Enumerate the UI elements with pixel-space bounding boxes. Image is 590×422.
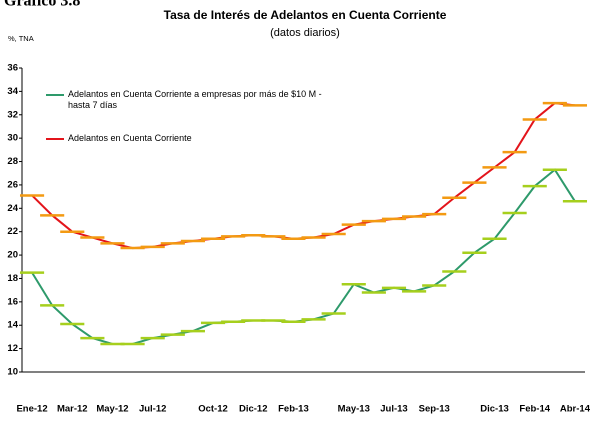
x-tick-label: Ene-12: [16, 404, 47, 415]
y-tick-label: 18: [7, 273, 18, 284]
x-tick-label: Sep-13: [419, 404, 450, 415]
x-tick-label: May-12: [96, 404, 128, 415]
x-tick-label: Mar-12: [57, 404, 88, 415]
y-tick-label: 26: [7, 179, 18, 190]
series-line: [31, 102, 576, 250]
x-tick-label: Jul-13: [380, 404, 407, 415]
y-tick-label: 24: [7, 203, 18, 214]
y-tick-label: 22: [7, 226, 18, 237]
y-tick-label: 28: [7, 156, 18, 167]
y-tick-label: 14: [7, 320, 18, 331]
y-tick-label: 10: [7, 367, 18, 378]
x-tick-label: Dic-12: [239, 404, 268, 415]
x-tick-label: May-13: [338, 404, 370, 415]
y-tick-label: 36: [7, 63, 18, 74]
x-tick-label: Feb-14: [519, 404, 550, 415]
y-tick-label: 34: [7, 86, 18, 97]
y-tick-label: 20: [7, 250, 18, 261]
legend-label: Adelantos en Cuenta Corriente: [68, 133, 192, 143]
y-axis-label: %, TNA: [8, 34, 34, 43]
x-tick-label: Feb-13: [278, 404, 309, 415]
x-tick-label: Oct-12: [198, 404, 228, 415]
chart-title: Tasa de Interés de Adelantos en Cuenta C…: [164, 8, 447, 22]
y-tick-label: 32: [7, 109, 18, 120]
y-tick-label: 16: [7, 296, 18, 307]
y-tick-label: 30: [7, 133, 18, 144]
y-tick-label: 12: [7, 343, 18, 354]
legend-entry: Adelantos en Cuenta Corriente: [68, 133, 192, 143]
x-tick-label: Dic-13: [480, 404, 509, 415]
series-line: [31, 168, 576, 345]
legend-entry: Adelantos en Cuenta Corriente a empresas…: [68, 89, 322, 110]
x-tick-label: Jul-12: [139, 404, 166, 415]
figure-number: Gráfico 3.8: [4, 0, 80, 10]
x-tick-label: Abr-14: [560, 404, 590, 415]
chart-subtitle: (datos diarios): [270, 27, 340, 39]
legend-label: Adelantos en Cuenta Corriente a empresas…: [68, 89, 322, 110]
